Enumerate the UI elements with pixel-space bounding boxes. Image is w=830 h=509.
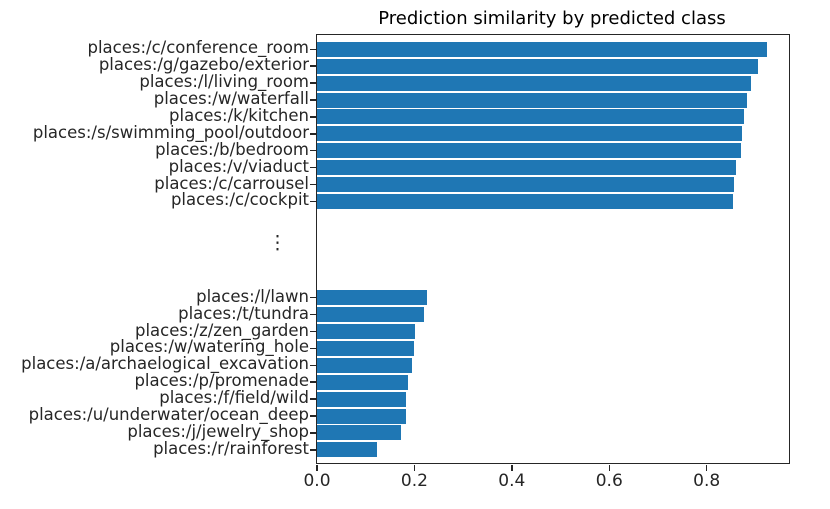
x-tick-mark (413, 464, 416, 471)
bar-places:/v/viaduct (317, 160, 737, 176)
y-tick-mark (309, 48, 316, 51)
x-tick-mark (511, 464, 513, 471)
y-tick-mark (309, 183, 316, 186)
x-tick-label: 0.8 (693, 471, 721, 491)
y-tick-mark (309, 330, 316, 333)
y-tick-label: places:/c/conference_room (87, 38, 309, 58)
y-tick-mark (309, 364, 316, 367)
y-tick-label: places:/b/bedroom (155, 139, 309, 159)
y-tick-label: places:/z/zen_garden (134, 320, 309, 340)
bar-places:/z/zen_garden (317, 324, 415, 339)
y-tick-mark (309, 65, 316, 67)
x-tick-mark (608, 464, 610, 471)
x-tick-label: 0.6 (595, 471, 623, 491)
y-tick-label: places:/l/lawn (196, 286, 309, 306)
bar-places:/u/underwater/ocean_deep (317, 408, 406, 424)
chart-title: Prediction similarity by predicted class (378, 8, 726, 29)
x-tick-label: 0.4 (498, 471, 526, 491)
y-tick-mark (309, 166, 316, 169)
bar-places:/l/lawn (317, 290, 427, 306)
plot-area: 0.0 0.2 0.4 0.6 0.8 (303, 34, 790, 490)
gap-ellipsis: ⋮ (268, 231, 287, 254)
y-tick-mark (309, 347, 316, 350)
y-tick-label: places:/a/archaelogical_excavation (21, 354, 309, 374)
y-tick-label: places:/u/underwater/ocean_deep (28, 404, 309, 424)
y-tick-mark (309, 398, 316, 400)
y-tick-label: places:/t/tundra (178, 303, 309, 323)
y-tick-mark (309, 415, 316, 417)
x-tick-label: 0.0 (303, 471, 331, 491)
y-tick-mark (309, 82, 316, 84)
y-tick-mark (309, 149, 316, 152)
y-tick-mark (309, 432, 316, 434)
bar-places:/s/swimming_pool/outdoor (317, 126, 743, 142)
y-axis-label-column: places:/c/conference_room places:/g/gazeb… (0, 34, 309, 462)
bar-places:/g/gazebo/exterior (317, 58, 759, 74)
bar-places:/a/archaelogical_excavation (317, 357, 413, 373)
bar-places:/w/watering_hole (317, 340, 414, 356)
bar-places:/t/tundra (317, 307, 424, 323)
bar-places:/j/jewelry_shop (317, 425, 402, 441)
y-tick-mark (309, 296, 316, 299)
y-tick-label: places:/f/field/wild (159, 387, 309, 407)
y-tick-label: places:/v/viaduct (168, 156, 309, 176)
bar-places:/c/carrousel (317, 177, 735, 192)
bar-places:/w/waterfall (317, 92, 748, 108)
x-tick-mark (705, 464, 708, 471)
bar-places:/k/kitchen (317, 109, 745, 125)
bar-places:/b/bedroom (317, 143, 741, 159)
y-tick-label: places:/l/living_room (139, 71, 309, 91)
y-tick-label: places:/r/rainforest (153, 438, 309, 458)
y-tick-label: places:/p/promenade (134, 370, 309, 390)
bar-places:/f/field/wild (317, 391, 407, 407)
y-tick-label: places:/c/cockpit (170, 190, 309, 210)
bar-places:/p/promenade (317, 374, 408, 390)
x-tick-mark (316, 464, 318, 471)
y-tick-label: places:/j/jewelry_shop (127, 421, 309, 441)
y-tick-label: places:/g/gazebo/exterior (98, 54, 309, 74)
bar-places:/l/living_room (317, 75, 752, 91)
y-tick-label: places:/k/kitchen (169, 105, 309, 125)
x-tick-label: 0.2 (400, 471, 428, 491)
y-tick-mark (309, 313, 316, 316)
y-tick-label: places:/s/swimming_pool/outdoor (32, 122, 309, 142)
y-tick-mark (309, 133, 316, 135)
y-tick-mark (309, 99, 316, 101)
bar-places:/c/conference_room (317, 41, 767, 57)
bar-places:/r/rainforest (317, 442, 377, 458)
y-tick-label: places:/c/carrousel (154, 173, 309, 193)
y-tick-label: places:/w/watering_hole (109, 337, 309, 357)
y-tick-mark (309, 116, 316, 118)
y-tick-mark (309, 381, 316, 383)
y-tick-mark (309, 200, 316, 203)
y-tick-mark (309, 449, 316, 451)
bar-places:/c/cockpit (317, 193, 734, 209)
y-tick-label: places:/w/waterfall (153, 88, 309, 108)
